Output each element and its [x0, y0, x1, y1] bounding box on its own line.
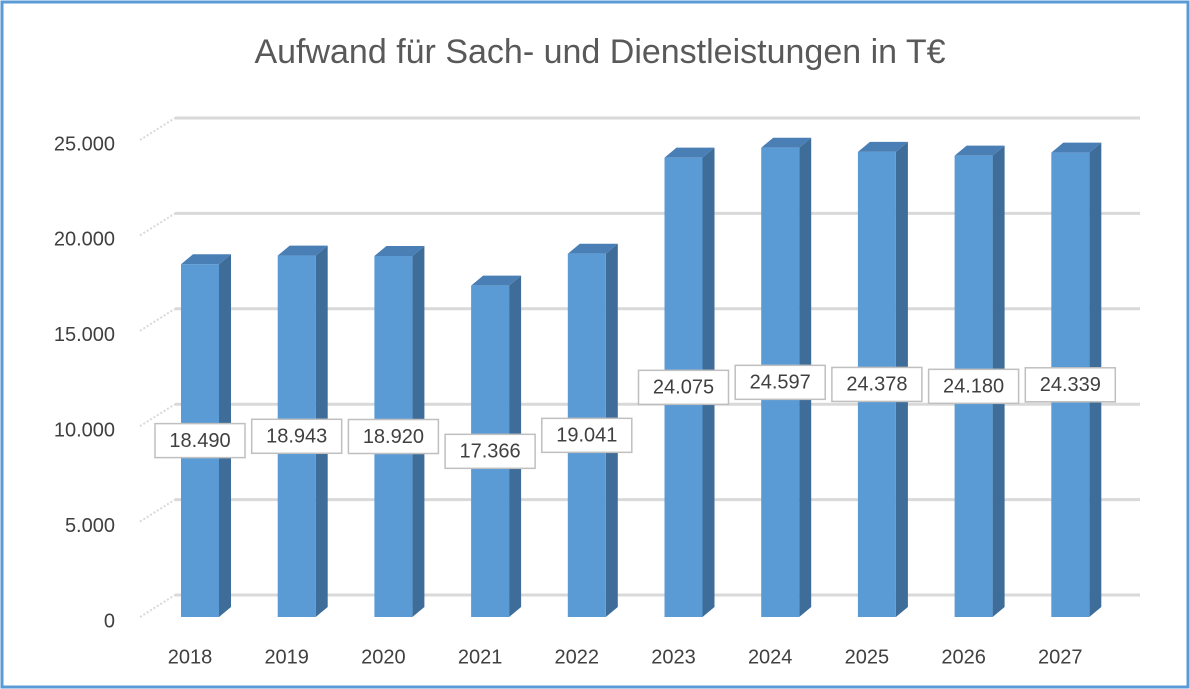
bar-top	[664, 147, 715, 158]
value-label-box	[637, 369, 730, 406]
y-tick-label: 0	[104, 610, 115, 632]
x-tick-label: 2018	[168, 646, 213, 668]
bar-top	[277, 245, 328, 256]
y-tick-label: 15.000	[54, 324, 115, 346]
value-label-box	[347, 418, 440, 455]
value-label: 18.943	[266, 426, 327, 448]
value-label: 24.180	[943, 376, 1004, 398]
x-tick-label: 2020	[361, 646, 406, 668]
value-label-box	[541, 417, 633, 454]
x-tick-label: 2026	[941, 646, 986, 668]
grid-line-side	[139, 498, 176, 523]
y-tick-label: 5.000	[65, 515, 115, 537]
x-tick-label: 2022	[555, 646, 600, 668]
x-tick-label: 2027	[1038, 646, 1083, 668]
grid-line-side	[139, 212, 176, 237]
value-label: 19.041	[556, 425, 617, 447]
value-label: 18.490	[169, 430, 230, 452]
value-label-box	[1024, 367, 1117, 403]
grid-line-side	[139, 594, 176, 618]
value-label-box	[927, 368, 1020, 405]
bar-top	[954, 145, 1005, 156]
value-label: 24.597	[750, 372, 811, 394]
value-label: 18.920	[363, 426, 424, 448]
value-label: 17.366	[460, 441, 521, 463]
x-tick-label: 2024	[748, 646, 793, 668]
value-label-box	[444, 433, 536, 470]
value-label: 24.339	[1040, 374, 1101, 396]
bar-top	[374, 246, 425, 257]
value-label-box	[831, 366, 923, 403]
bar-top	[181, 254, 231, 265]
grid-line-side	[139, 117, 176, 141]
bar-top	[761, 137, 812, 148]
x-tick-label: 2023	[651, 646, 696, 668]
grid-line-side	[139, 307, 176, 332]
bar-top	[567, 243, 618, 254]
x-tick-label: 2021	[458, 646, 503, 668]
bar-top	[857, 141, 908, 152]
chart-title: Aufwand für Sach- und Dienstleistungen i…	[254, 33, 945, 71]
grid-line-side	[139, 403, 176, 428]
value-label: 24.378	[846, 374, 907, 396]
x-tick-label: 2019	[264, 646, 309, 668]
x-tick-label: 2025	[845, 646, 890, 668]
value-label-box	[250, 418, 343, 455]
y-tick-label: 20.000	[54, 229, 115, 251]
value-label-box	[154, 422, 246, 459]
y-tick-label: 10.000	[54, 419, 115, 441]
y-tick-label: 25.000	[54, 133, 115, 155]
bar-top	[1051, 142, 1102, 153]
value-label: 24.075	[653, 377, 714, 399]
value-label-box	[734, 364, 826, 401]
bar-top	[471, 275, 522, 286]
